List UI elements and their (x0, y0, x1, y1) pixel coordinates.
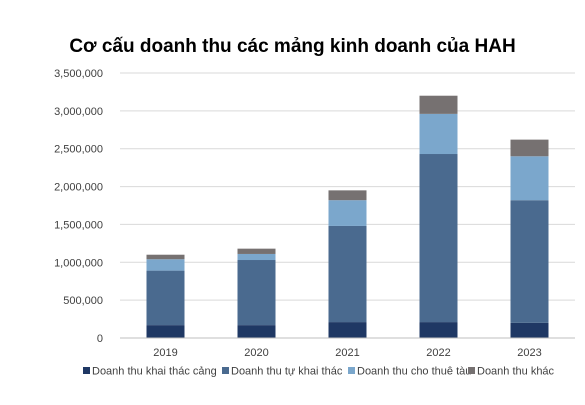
legend-label: Doanh thu khác (477, 366, 555, 378)
y-tick-label: 0 (97, 333, 103, 345)
bar-segment (510, 139, 549, 157)
bar-segment (146, 325, 185, 338)
bar-segment (328, 225, 367, 323)
bar-segment (510, 322, 549, 338)
bar-segment (146, 259, 185, 271)
y-tick-label: 1,500,000 (54, 219, 103, 231)
legend-label: Doanh thu tự khai thác (231, 366, 343, 378)
x-tick-label: 2021 (335, 347, 359, 359)
bar-segment (419, 322, 458, 338)
x-tick-label: 2023 (517, 347, 541, 359)
x-tick-label: 2022 (426, 347, 450, 359)
bar-segment (510, 156, 549, 201)
legend-swatch (222, 367, 229, 374)
bar-segment (328, 322, 367, 338)
y-tick-label: 2,500,000 (54, 144, 103, 156)
y-tick-label: 500,000 (63, 295, 103, 307)
bar-segment (419, 113, 458, 155)
bar-segment (328, 200, 367, 226)
bar-segment (237, 248, 276, 254)
legend-swatch (83, 367, 90, 374)
x-tick-label: 2020 (244, 347, 268, 359)
bar-segment (237, 325, 276, 338)
legend-swatch (468, 367, 475, 374)
y-tick-label: 2,000,000 (54, 182, 103, 194)
bar-segment (237, 253, 276, 261)
bar-segment (237, 260, 276, 326)
bar-segment (419, 154, 458, 323)
bar-segment (146, 270, 185, 326)
chart-title: Cơ cấu doanh thu các mảng kinh doanh của… (69, 36, 516, 57)
legend-label: Doanh thu cho thuê tàu (357, 366, 471, 378)
bar-segment (328, 190, 367, 201)
bar-segment (510, 200, 549, 323)
x-tick-label: 2019 (153, 347, 177, 359)
y-tick-label: 3,500,000 (54, 68, 103, 80)
legend-swatch (348, 367, 355, 374)
bars (146, 95, 549, 338)
legend-label: Doanh thu khai thác cảng (92, 366, 217, 378)
bar-segment (419, 95, 458, 114)
legend: Doanh thu khai thác cảng Doanh thu tự kha… (83, 366, 555, 378)
bar-segment (146, 254, 185, 260)
y-tick-label: 1,000,000 (54, 257, 103, 269)
y-tick-label: 3,000,000 (54, 106, 103, 118)
axes: 0 500,000 1,000,000 1,500,000 2,000,000 2,500… (54, 68, 575, 359)
